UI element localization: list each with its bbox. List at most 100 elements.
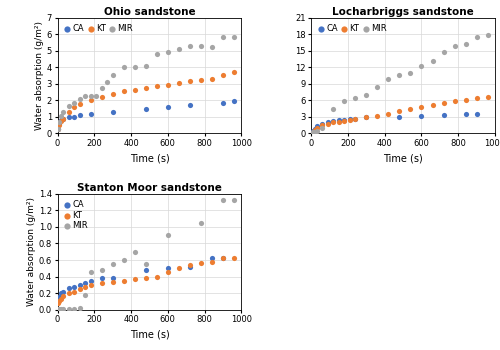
CA bbox=[186, 264, 194, 270]
MIR bbox=[175, 46, 183, 52]
MIR bbox=[108, 261, 116, 267]
MIR bbox=[59, 306, 67, 312]
CA bbox=[311, 126, 319, 131]
CA bbox=[98, 275, 106, 281]
KT bbox=[57, 118, 65, 124]
CA bbox=[164, 266, 172, 271]
KT bbox=[186, 78, 194, 84]
KT bbox=[450, 99, 458, 104]
MIR bbox=[130, 249, 138, 254]
MIR bbox=[64, 306, 72, 312]
MIR bbox=[86, 270, 94, 275]
KT bbox=[76, 286, 84, 292]
CA bbox=[86, 111, 94, 117]
KT bbox=[108, 91, 116, 97]
KT bbox=[120, 89, 128, 94]
CA bbox=[142, 267, 150, 273]
KT bbox=[142, 275, 150, 281]
CA bbox=[81, 280, 89, 286]
MIR bbox=[81, 292, 89, 298]
MIR bbox=[440, 49, 448, 55]
Y-axis label: Water absorption (g/m²): Water absorption (g/m²) bbox=[27, 197, 36, 306]
CA bbox=[230, 98, 238, 104]
X-axis label: Time (s): Time (s) bbox=[130, 154, 170, 163]
KT bbox=[396, 108, 404, 114]
KT bbox=[418, 104, 426, 110]
CA bbox=[56, 121, 64, 126]
CA bbox=[340, 117, 348, 122]
MIR bbox=[450, 43, 458, 48]
MIR bbox=[54, 306, 62, 312]
CA bbox=[70, 114, 78, 120]
CA bbox=[186, 103, 194, 108]
MIR bbox=[208, 44, 216, 50]
MIR bbox=[142, 261, 150, 267]
MIR bbox=[311, 129, 319, 135]
MIR bbox=[418, 63, 426, 68]
CA bbox=[86, 278, 94, 284]
CA bbox=[352, 116, 360, 121]
KT bbox=[56, 122, 64, 128]
KT bbox=[120, 278, 128, 284]
MIR bbox=[312, 128, 320, 133]
KT bbox=[98, 280, 106, 286]
KT bbox=[197, 77, 205, 83]
KT bbox=[309, 129, 317, 135]
KT bbox=[312, 125, 320, 131]
CA bbox=[54, 126, 62, 131]
CA bbox=[59, 116, 67, 121]
MIR bbox=[98, 85, 106, 91]
KT bbox=[472, 95, 480, 101]
KT bbox=[70, 104, 78, 110]
KT bbox=[54, 127, 62, 132]
MIR bbox=[308, 130, 316, 136]
MIR bbox=[76, 305, 84, 311]
KT bbox=[108, 280, 116, 285]
KT bbox=[86, 98, 94, 103]
CA bbox=[59, 289, 67, 294]
KT bbox=[230, 256, 238, 261]
KT bbox=[175, 266, 183, 271]
KT bbox=[352, 116, 360, 122]
KT bbox=[81, 284, 89, 289]
CA bbox=[329, 119, 337, 124]
KT bbox=[335, 119, 343, 125]
MIR bbox=[462, 41, 469, 47]
CA bbox=[335, 117, 343, 123]
KT bbox=[130, 276, 138, 282]
KT bbox=[64, 109, 72, 115]
Title: Locharbriggs sandstone: Locharbriggs sandstone bbox=[332, 7, 474, 17]
MIR bbox=[120, 257, 128, 263]
X-axis label: Time (s): Time (s) bbox=[130, 330, 170, 340]
KT bbox=[86, 282, 94, 288]
KT bbox=[175, 80, 183, 86]
KT bbox=[142, 85, 150, 91]
CA bbox=[108, 275, 116, 281]
CA bbox=[472, 111, 480, 117]
MIR bbox=[86, 93, 94, 99]
KT bbox=[219, 256, 227, 261]
CA bbox=[219, 100, 227, 106]
MIR bbox=[219, 35, 227, 40]
MIR bbox=[230, 35, 238, 40]
MIR bbox=[197, 220, 205, 225]
CA bbox=[108, 109, 116, 115]
MIR bbox=[98, 267, 106, 273]
MIR bbox=[384, 77, 392, 82]
KT bbox=[59, 294, 67, 299]
CA bbox=[308, 130, 316, 135]
MIR bbox=[406, 70, 414, 76]
MIR bbox=[64, 103, 72, 109]
KT bbox=[340, 118, 348, 124]
X-axis label: Time (s): Time (s) bbox=[383, 154, 423, 163]
MIR bbox=[76, 96, 84, 101]
CA bbox=[462, 111, 469, 117]
CA bbox=[362, 115, 370, 120]
KT bbox=[98, 94, 106, 100]
CA bbox=[219, 256, 227, 261]
CA bbox=[440, 112, 448, 118]
CA bbox=[54, 299, 62, 304]
KT bbox=[208, 259, 216, 265]
MIR bbox=[352, 95, 360, 100]
KT bbox=[384, 111, 392, 117]
